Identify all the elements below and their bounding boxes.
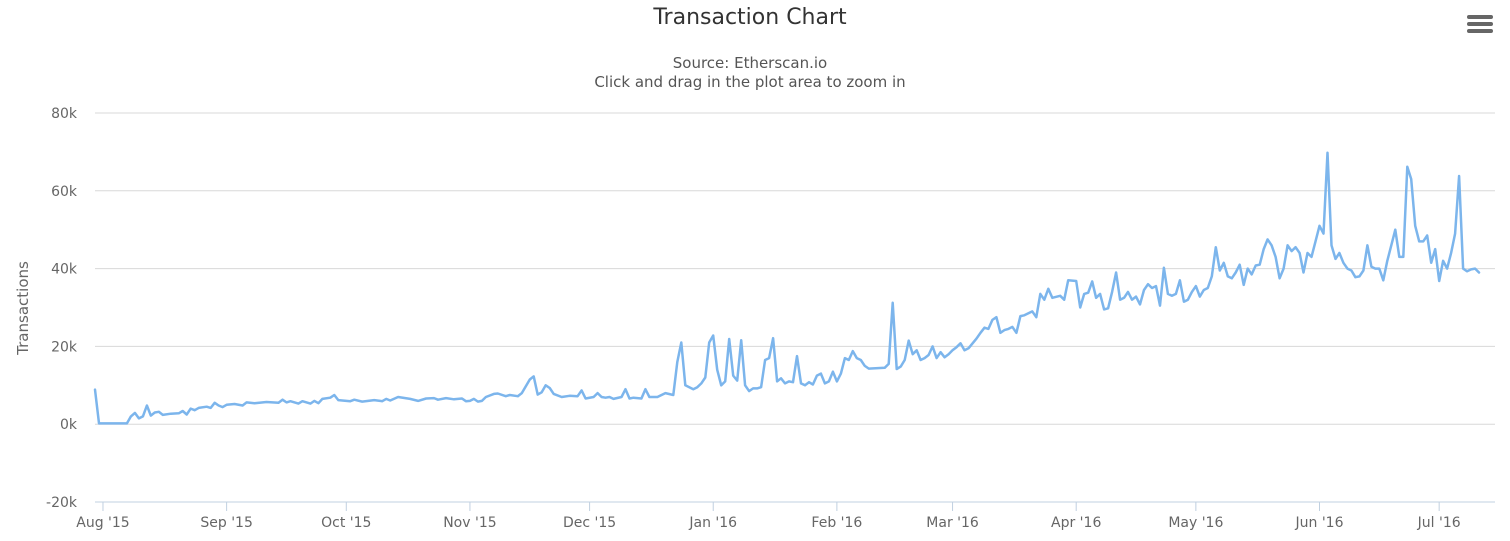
x-tick-label: Mar '16 [926, 515, 979, 531]
y-tick-label: 80k [51, 106, 78, 122]
chart-subtitle-hint: Click and drag in the plot area to zoom … [594, 73, 906, 91]
x-tick-label: Jan '16 [688, 515, 737, 531]
x-tick-label: Aug '15 [76, 515, 129, 531]
chart-subtitle-source: Source: Etherscan.io [672, 54, 828, 72]
y-tick-label: 0k [60, 417, 78, 433]
gridlines [95, 112, 1495, 425]
y-axis-ticks: -20k 0k 20k 40k 60k 80k [46, 106, 78, 511]
y-tick-label: 20k [51, 339, 78, 355]
y-tick-label: 40k [51, 262, 78, 278]
x-tick-label: Nov '15 [443, 515, 496, 531]
x-tick-label: Sep '15 [200, 515, 253, 531]
x-tick-label: Jun '16 [1295, 515, 1344, 531]
chart-title: Transaction Chart [653, 5, 847, 30]
y-tick-label: -20k [46, 495, 78, 511]
menu-bar [1467, 15, 1493, 19]
menu-bar [1467, 22, 1493, 26]
series-line[interactable] [93, 151, 1481, 425]
x-axis: Aug '15 Sep '15 Oct '15 Nov '15 Dec '15 Jan '… [76, 501, 1495, 531]
y-axis-label: Transactions [14, 261, 32, 356]
x-tick-label: Jul '16 [1417, 515, 1461, 531]
x-tick-label: Oct '15 [321, 515, 371, 531]
y-tick-label: 60k [51, 184, 78, 200]
hamburger-menu-icon[interactable] [1467, 15, 1493, 37]
x-tick-label: Feb '16 [811, 515, 862, 531]
x-tick-label: May '16 [1168, 515, 1223, 531]
x-tick-label: Apr '16 [1051, 515, 1101, 531]
x-tick-label: Dec '15 [563, 515, 616, 531]
menu-bar [1467, 29, 1493, 33]
